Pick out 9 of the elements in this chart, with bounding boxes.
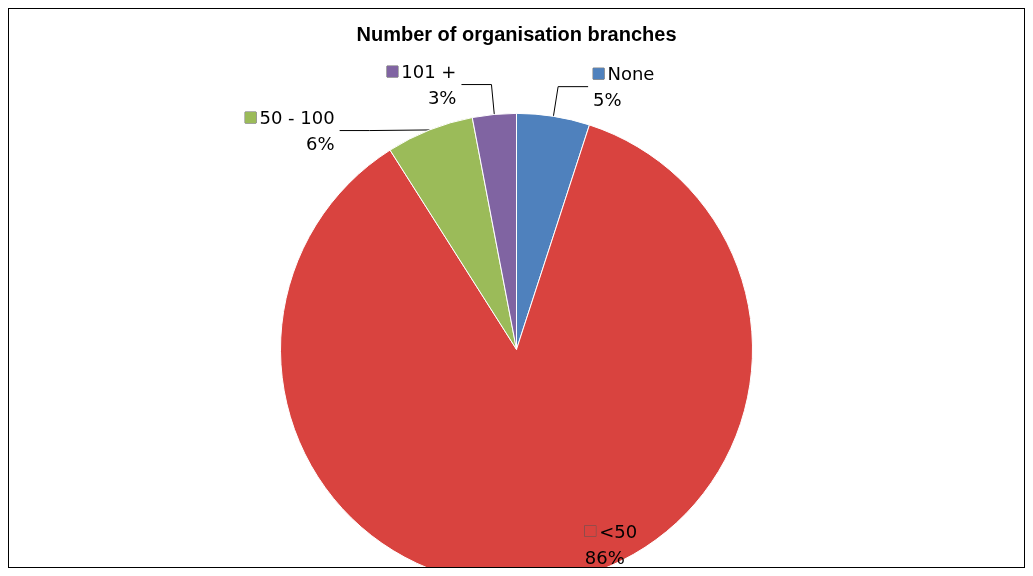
data-label: 5% bbox=[593, 89, 622, 111]
legend-label: None bbox=[607, 63, 655, 85]
legend-label: <50 bbox=[599, 520, 638, 542]
chart-title: Number of organisation branches bbox=[356, 23, 677, 45]
legend-label: 50 - 100 bbox=[259, 107, 335, 129]
data-label: 3% bbox=[427, 87, 457, 109]
data-label: 6% bbox=[306, 133, 335, 155]
legend-label: 101 + bbox=[401, 61, 457, 83]
data-label: 86% bbox=[584, 546, 625, 568]
